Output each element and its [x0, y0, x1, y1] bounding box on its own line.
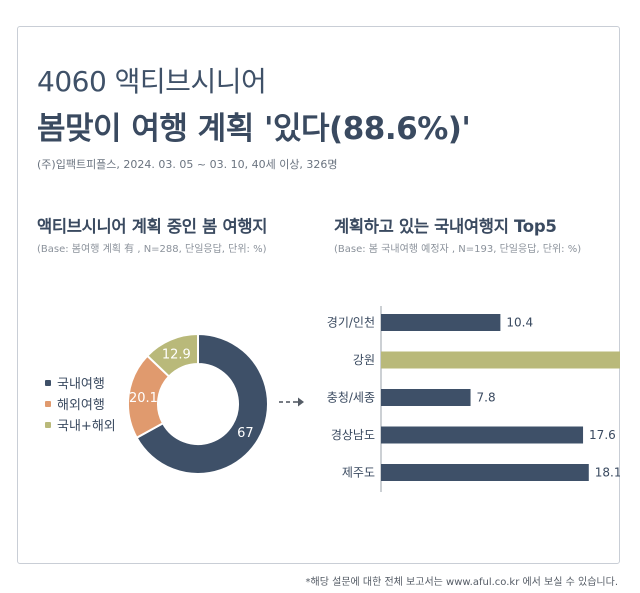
bar [381, 351, 620, 369]
bar-category-label: 강원 [353, 353, 375, 367]
bar-value-label: 18.1 [595, 466, 620, 480]
donut-chart-title: 액티브시니어 계획 중인 봄 여행지 [37, 217, 268, 236]
donut-value-label: 20.1 [129, 391, 158, 406]
legend-label: 해외여행 [57, 398, 105, 413]
bar-category-label: 제주도 [342, 466, 375, 480]
donut-value-label: 12.9 [162, 347, 191, 362]
bar-category-label: 경상남도 [331, 428, 375, 442]
legend-label: 국내여행 [57, 377, 105, 392]
bar [381, 389, 471, 406]
bar-category-label: 경기/인천 [327, 315, 375, 330]
legend-item: 국내+해외 [45, 414, 116, 435]
footnote: *해당 설문에 대한 전체 보고서는 www.aful.co.kr 에서 보실 … [305, 577, 618, 588]
donut-chart-base: (Base: 봄여행 계획 有 , N=288, 단일응답, 단위: %) [37, 244, 267, 255]
donut-slice [145, 332, 199, 378]
bar [381, 314, 501, 331]
donut-value-label: 67 [237, 426, 254, 441]
legend-swatch [45, 379, 51, 386]
bar [381, 426, 584, 444]
bar-value-label: 17.6 [589, 428, 616, 442]
donut-slice [135, 332, 269, 475]
bar-value-label: 7.8 [477, 391, 496, 405]
bar-value-label: 10.4 [506, 316, 533, 330]
donut-chart: 67 20.1 12.9 [127, 332, 269, 475]
arrow-icon [279, 397, 304, 407]
bar [381, 464, 589, 481]
legend-swatch [45, 400, 51, 407]
survey-info: (주)입팩트피플스, 2024. 03. 05 ~ 03. 10, 40세 이상… [37, 158, 338, 171]
legend-item: 국내여행 [45, 372, 116, 393]
legend-swatch [45, 421, 51, 428]
legend-label: 국내+해외 [57, 419, 116, 434]
bar-chart-base: (Base: 봄 국내여행 예정자 , N=193, 단일응답, 단위: %) [334, 244, 582, 255]
title-line-1: 4060 액티브시니어 [37, 65, 267, 98]
bar-category-label: 충청/세종 [327, 391, 375, 405]
legend-item: 해외여행 [45, 393, 116, 414]
bar-chart-title: 계획하고 있는 국내여행지 Top5 [334, 217, 557, 236]
title-line-2: 봄맞이 여행 계획 '있다(88.6%)' [37, 111, 471, 147]
